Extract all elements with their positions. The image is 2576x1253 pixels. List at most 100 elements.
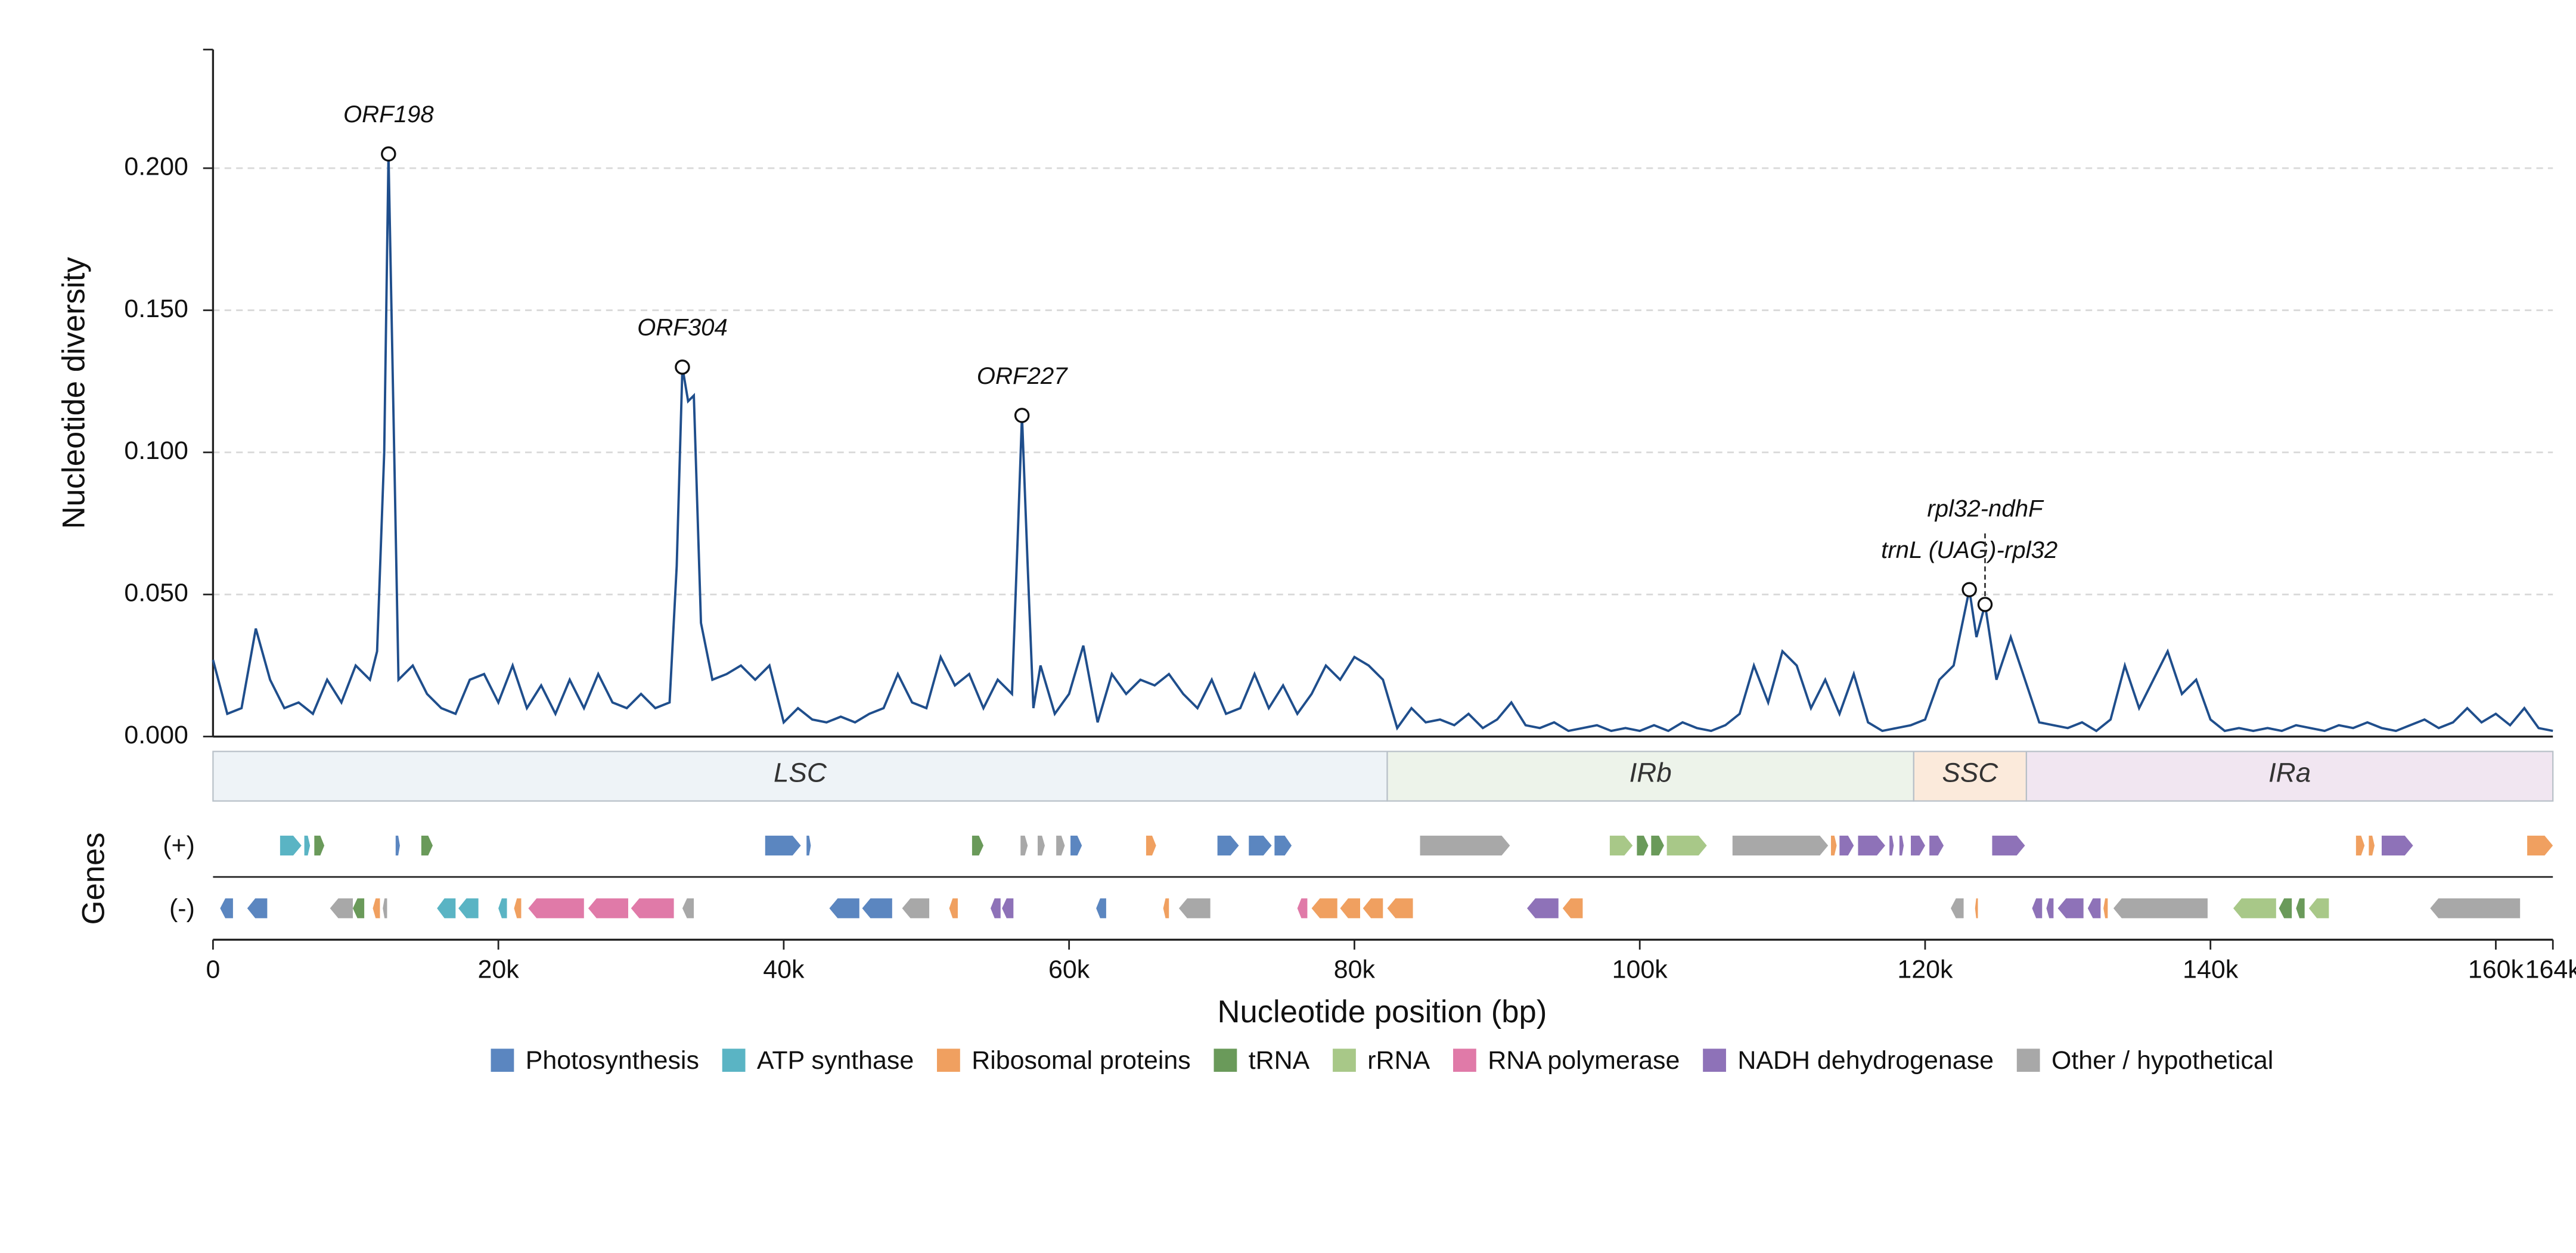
gene	[588, 898, 628, 919]
gene	[1363, 898, 1383, 919]
gene	[2296, 898, 2305, 919]
legend-swatch	[722, 1049, 746, 1072]
annotation-label: ORF227	[977, 362, 1068, 389]
gene	[280, 835, 302, 856]
x-tick-label: 120k	[1897, 955, 1953, 984]
x-tick-label: 100k	[1612, 955, 1668, 984]
gene	[1899, 835, 1904, 856]
gene	[1889, 835, 1894, 856]
gene	[2103, 898, 2108, 919]
gene	[806, 835, 811, 856]
legend: Photosynthesis ATP synthase Ribosomal prot…	[491, 1046, 2273, 1075]
plus-strand-label: (+)	[163, 832, 195, 860]
gene	[1178, 898, 1211, 919]
region-band	[1913, 750, 2028, 802]
diversity-line	[212, 154, 2553, 733]
gene	[1609, 835, 1633, 856]
gene	[304, 835, 311, 856]
gene	[1911, 835, 1925, 856]
legend-label: ATP synthase	[757, 1046, 914, 1075]
gene	[458, 898, 479, 919]
gene	[247, 898, 268, 919]
y-tick-label: 0.150	[124, 294, 188, 323]
legend-label: tRNA	[1249, 1046, 1310, 1075]
gene	[1056, 835, 1065, 856]
legend-label: rRNA	[1367, 1046, 1430, 1075]
gene	[631, 898, 674, 919]
x-tick-label: 164k	[2525, 955, 2576, 984]
annotation-point	[1977, 597, 1993, 612]
gene	[2279, 898, 2292, 919]
gene	[862, 898, 892, 919]
gene	[1420, 835, 1510, 856]
annotation-point	[675, 359, 690, 375]
x-tick-label: 160k	[2468, 955, 2524, 984]
gene	[949, 898, 958, 919]
legend-label: Photosynthesis	[526, 1046, 699, 1075]
gene	[2233, 898, 2276, 919]
gene	[2355, 835, 2365, 856]
legend-swatch	[2016, 1049, 2040, 1072]
legend-label: RNA polymerase	[1488, 1046, 1680, 1075]
gene	[1340, 898, 1361, 919]
y-tick-label: 0.100	[124, 436, 188, 465]
gene	[514, 898, 522, 919]
gene	[1146, 835, 1156, 856]
gene	[1975, 898, 1978, 919]
gene	[1951, 898, 1964, 919]
gene	[1297, 898, 1308, 919]
x-tick-label: 140k	[2183, 955, 2239, 984]
gene	[1839, 835, 1854, 856]
gene	[1929, 835, 1944, 856]
gene	[1732, 835, 1829, 856]
annotation-label: trnL (UAG)-rpl32	[1881, 536, 2057, 563]
gene	[1163, 898, 1169, 919]
x-tick-label: 40k	[763, 955, 805, 984]
y-tick-label: 0.000	[124, 721, 188, 749]
gene	[1562, 898, 1583, 919]
gene	[2308, 898, 2329, 919]
gene	[1992, 835, 2025, 856]
y-axis-label: Nucleotide diversity	[56, 257, 91, 529]
legend-label: Other / hypothetical	[2052, 1046, 2273, 1075]
x-tick-label: 80k	[1334, 955, 1376, 984]
gene	[352, 898, 365, 919]
annotation-label: rpl32-ndhF	[1927, 495, 2044, 522]
gene	[829, 898, 859, 919]
gene	[2032, 898, 2043, 919]
minus-strand-label: (-)	[169, 894, 195, 923]
gene	[2369, 835, 2375, 856]
gene	[395, 835, 400, 856]
gene	[383, 898, 387, 919]
gene	[1637, 835, 1649, 856]
x-tick-label: 0	[206, 955, 220, 984]
gene	[330, 898, 353, 919]
gene	[2381, 835, 2413, 856]
gene	[1651, 835, 1664, 856]
gene	[1311, 898, 1337, 919]
gene	[1002, 898, 1014, 919]
gene	[1070, 835, 1082, 856]
gene	[1387, 898, 1413, 919]
gene	[2057, 898, 2084, 919]
gene	[1830, 835, 1837, 856]
gene	[1666, 835, 1707, 856]
legend-label: Ribosomal proteins	[972, 1046, 1191, 1075]
gene	[220, 898, 233, 919]
legend-swatch	[1213, 1049, 1237, 1072]
annotation-point	[1014, 408, 1030, 423]
gene	[1217, 835, 1239, 856]
legend-swatch	[491, 1049, 514, 1072]
legend-swatch	[1703, 1049, 1726, 1072]
gene	[421, 835, 433, 856]
gene	[498, 898, 507, 919]
gene	[2527, 835, 2553, 856]
y-tick-label: 0.050	[124, 579, 188, 607]
gene	[1274, 835, 1292, 856]
legend-swatch	[1453, 1049, 1476, 1072]
region-label: LSC	[774, 757, 827, 787]
annotation-point	[1962, 582, 1977, 597]
gene	[765, 835, 801, 856]
